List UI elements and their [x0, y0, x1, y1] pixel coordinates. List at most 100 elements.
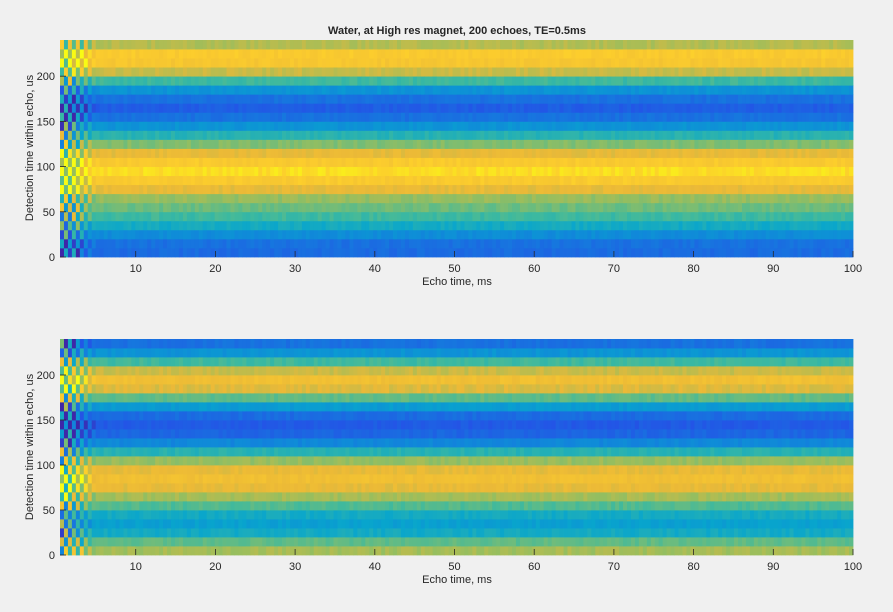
heatmap-cell [460, 130, 465, 140]
heatmap-cell [682, 85, 687, 95]
heatmap-cell [515, 166, 521, 177]
heatmap-cell [190, 85, 196, 95]
heatmap-cell [63, 40, 69, 50]
heatmap-cell [333, 148, 338, 158]
heatmap-cell [773, 229, 779, 240]
heatmap-cell [611, 202, 616, 213]
heatmap-cell [147, 121, 152, 131]
heatmap-cell [579, 184, 584, 195]
heatmap-cell [741, 49, 747, 59]
heatmap-cell [238, 112, 243, 122]
heatmap-cell [587, 130, 592, 140]
heatmap-cell [432, 202, 438, 213]
heatmap-cell [706, 58, 711, 68]
heatmap-cell [373, 202, 378, 213]
heatmap-cell [690, 94, 695, 104]
heatmap-cell [849, 175, 854, 186]
heatmap-cell [539, 121, 545, 131]
heatmap-cell [206, 94, 212, 104]
heatmap-cell [393, 40, 398, 50]
heatmap-cell [60, 148, 65, 158]
heatmap-cell [678, 202, 683, 213]
heatmap-cell [738, 112, 743, 122]
heatmap-cell [321, 229, 327, 240]
heatmap-cell [595, 94, 600, 104]
heatmap-cell [190, 220, 196, 231]
heatmap-cell [845, 238, 850, 249]
heatmap-cell [155, 148, 160, 158]
heatmap-cell [730, 238, 735, 249]
heatmap-cell [242, 85, 247, 95]
heatmap-cell [749, 40, 755, 50]
heatmap-cell [357, 166, 362, 177]
heatmap-cell [266, 40, 271, 50]
heatmap-cell [726, 130, 731, 140]
heatmap-cell [769, 202, 775, 213]
heatmap-cell [773, 103, 779, 113]
heatmap-cell [817, 103, 822, 113]
heatmap-cell [646, 139, 652, 149]
heatmap-cell [71, 546, 77, 556]
heatmap-cell [424, 202, 430, 213]
heatmap-cell [563, 229, 568, 240]
heatmap-cell [210, 211, 216, 222]
heatmap-cell [91, 202, 97, 213]
heatmap-cell [745, 157, 751, 167]
heatmap-cell [527, 175, 533, 186]
heatmap-cell [547, 94, 553, 104]
heatmap-cell [329, 220, 334, 231]
heatmap-cell [416, 94, 422, 104]
heatmap-cell [460, 103, 465, 113]
heatmap-cell [329, 238, 334, 249]
heatmap-cell [531, 175, 537, 186]
heatmap-cell [289, 103, 295, 113]
heatmap-cell [670, 121, 675, 131]
heatmap-cell [353, 247, 358, 258]
heatmap-cell [480, 121, 485, 131]
heatmap-cell [793, 184, 798, 195]
heatmap-cell [686, 184, 691, 195]
heatmap-cell [773, 211, 779, 222]
heatmap-cell [222, 49, 227, 59]
heatmap-cell [813, 58, 818, 68]
heatmap-cell [555, 211, 560, 222]
heatmap-cell [412, 202, 418, 213]
heatmap-cell [357, 139, 362, 149]
heatmap-cell [726, 121, 731, 131]
heatmap-cell [543, 94, 549, 104]
heatmap-cell [809, 211, 814, 222]
heatmap-cell [555, 166, 560, 177]
heatmap-cell [797, 238, 802, 249]
heatmap-cell [718, 238, 723, 249]
heatmap-cell [472, 193, 477, 204]
heatmap-cell [325, 103, 331, 113]
heatmap-cell [753, 121, 759, 131]
heatmap-cell [500, 184, 505, 195]
heatmap-cell [484, 220, 489, 231]
heatmap-cell [734, 94, 739, 104]
heatmap-cell [488, 130, 493, 140]
heatmap-cell [551, 67, 557, 77]
heatmap-cell [286, 202, 291, 213]
heatmap-cell [155, 220, 160, 231]
heatmap-cell [623, 193, 628, 204]
heatmap-cell [674, 94, 679, 104]
heatmap-cell [408, 148, 414, 158]
heatmap-cell [662, 175, 668, 186]
heatmap-cell [293, 202, 299, 213]
heatmap-cell [615, 94, 620, 104]
heatmap-cell [222, 103, 227, 113]
heatmap-cell [194, 229, 200, 240]
heatmap-cell [408, 85, 414, 95]
heatmap-cell [206, 166, 212, 177]
heatmap-cell [250, 202, 255, 213]
heatmap-cell [111, 148, 116, 158]
heatmap-cell [710, 49, 715, 59]
heatmap-cell [845, 94, 850, 104]
heatmap-cell [79, 393, 85, 403]
heatmap-cell [408, 40, 414, 50]
heatmap-cell [745, 148, 751, 158]
x-tick-label: 80 [687, 263, 699, 275]
heatmap-cell [472, 166, 477, 177]
heatmap-cell [563, 130, 568, 140]
